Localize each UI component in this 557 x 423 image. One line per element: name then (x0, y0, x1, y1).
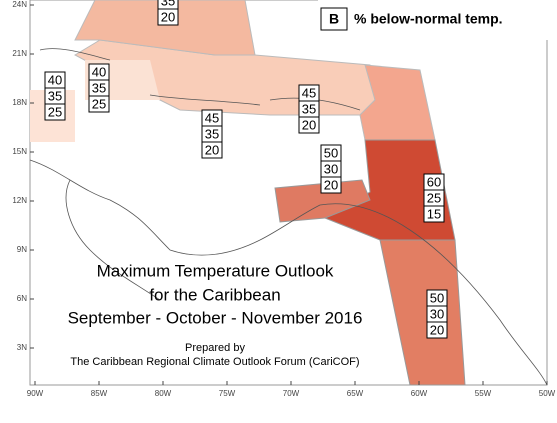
lat-label: 24N (12, 0, 27, 9)
prob-box (44, 103, 66, 121)
prob-box (423, 205, 445, 223)
prob-value: 25 (92, 96, 106, 111)
lon-label: 85W (91, 389, 108, 398)
title: for the Caribbean (149, 285, 280, 304)
lat-label: 18N (12, 98, 27, 107)
prob-value: 45 (205, 110, 219, 125)
lat-label: 3N (17, 343, 27, 352)
prob-box (426, 321, 448, 339)
title: September - October - November 2016 (68, 308, 363, 327)
lon-label: 75W (219, 389, 236, 398)
prob-value: 35 (92, 80, 106, 95)
prob-value: 20 (302, 117, 316, 132)
prob-value: 35 (302, 101, 316, 116)
title: Maximum Temperature Outlook (97, 261, 334, 280)
region (274, 179, 371, 223)
lon-label: 80W (155, 389, 172, 398)
prob-value: 30 (430, 306, 444, 321)
region (74, 0, 256, 56)
prob-value: 20 (324, 177, 338, 192)
prob-box (320, 176, 342, 194)
legend-background (318, 0, 557, 40)
lat-label: 9N (17, 245, 27, 254)
prob-value: 40 (92, 64, 106, 79)
prob-value: 15 (427, 206, 441, 221)
prob-value: 60 (427, 174, 441, 189)
lon-label: 50W (539, 389, 556, 398)
credit: Prepared by (185, 342, 245, 354)
prob-value: 35 (161, 0, 175, 8)
prob-value: 30 (324, 161, 338, 176)
lon-label: 65W (347, 389, 364, 398)
lat-label: 21N (12, 49, 27, 58)
lon-label: 60W (411, 389, 428, 398)
prob-box (298, 116, 320, 134)
lat-label: 12N (12, 196, 27, 205)
prob-value: 25 (48, 104, 62, 119)
prob-value: 50 (324, 145, 338, 160)
prob-value: 20 (205, 142, 219, 157)
prob-value: 45 (302, 85, 316, 100)
prob-box (88, 95, 110, 113)
prob-value: 35 (48, 88, 62, 103)
prob-value: 20 (161, 9, 175, 24)
prob-value: 40 (48, 72, 62, 87)
legend-box (320, 7, 348, 31)
lon-label: 70W (283, 389, 300, 398)
credit: The Caribbean Regional Climate Outlook F… (70, 356, 359, 368)
prob-value: 50 (430, 290, 444, 305)
coastline (29, 159, 548, 386)
prob-value: 25 (427, 190, 441, 205)
legend-text: % below-normal temp. (354, 11, 503, 27)
legend-letter: B (329, 11, 339, 27)
prob-box (201, 141, 223, 159)
region (379, 239, 466, 386)
prob-box (157, 8, 179, 26)
lon-label: 55W (475, 389, 492, 398)
lat-label: 6N (17, 294, 27, 303)
prob-value: 20 (430, 322, 444, 337)
prob-value: 35 (205, 126, 219, 141)
lat-label: 15N (12, 147, 27, 156)
coastline (65, 179, 161, 301)
lon-label: 90W (27, 389, 44, 398)
